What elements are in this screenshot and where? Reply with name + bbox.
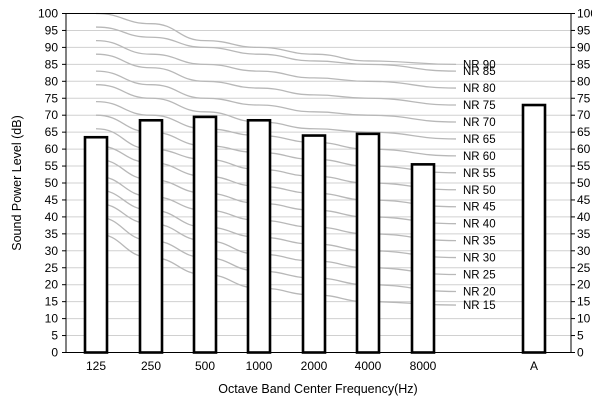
nr-curve-label: NR 75 [463, 100, 496, 112]
x-tick-label: 250 [141, 359, 161, 373]
x-tick-label: 4000 [355, 359, 382, 373]
x-tick-label: 2000 [301, 359, 328, 373]
y-tick-label-left: 20 [45, 278, 59, 292]
nr-curve-label: NR 25 [463, 270, 496, 282]
nr-curve-label: NR 80 [463, 83, 496, 95]
y-tick-label-left: 70 [45, 108, 59, 122]
nr-curve-label: NR 20 [463, 286, 496, 298]
y-tick-label-right: 30 [577, 244, 591, 258]
y-tick-label-right: 25 [577, 261, 591, 275]
y-tick-label-left: 5 [51, 329, 58, 343]
bar-8000 [410, 163, 436, 354]
nr-curve-label: NR 15 [463, 300, 496, 312]
bar-2000 [301, 134, 327, 354]
y-tick-label-right: 65 [577, 125, 591, 139]
y-tick-label-left: 95 [45, 23, 59, 37]
bar-4000 [355, 132, 381, 354]
y-tick-label-right: 50 [577, 176, 591, 190]
nr-curve [95, 70, 457, 123]
nr-curve-label: NR 35 [463, 236, 496, 248]
x-tick-label: 125 [86, 359, 106, 373]
y-tick-label-left: 90 [45, 40, 59, 54]
y-tick-label-left: 15 [45, 295, 59, 309]
y-tick-label-right: 100 [577, 7, 592, 21]
y-tick-label-left: 40 [45, 210, 59, 224]
y-tick-label-left: 100 [38, 7, 58, 21]
x-tick-label: 500 [195, 359, 215, 373]
nr-curve-label: NR 45 [463, 202, 496, 214]
y-tick-label-right: 55 [577, 159, 591, 173]
y-tick-label-right: 95 [577, 23, 591, 37]
y-tick-label-right: 40 [577, 210, 591, 224]
y-tick-label-right: 5 [577, 329, 584, 343]
y-tick-label-left: 25 [45, 261, 59, 275]
y-tick-label-right: 75 [577, 91, 591, 105]
y-tick-label-left: 55 [45, 159, 59, 173]
nr-curve-label: NR 30 [463, 253, 496, 265]
x-axis-title: Octave Band Center Frequency(Hz) [218, 382, 417, 396]
y-tick-label-right: 80 [577, 74, 591, 88]
y-tick-label-right: 90 [577, 40, 591, 54]
y-tick-label-right: 45 [577, 193, 591, 207]
y-tick-label-right: 0 [577, 346, 584, 360]
nr-curve [95, 12, 457, 65]
y-tick-label-left: 45 [45, 193, 59, 207]
y-tick-label-left: 35 [45, 227, 59, 241]
y-tick-label-left: 30 [45, 244, 59, 258]
y-tick-label-left: 80 [45, 74, 59, 88]
y-tick-label-right: 60 [577, 142, 591, 156]
bar-500 [192, 115, 218, 354]
nr-curve-label: NR 55 [463, 168, 496, 180]
nr-labels: NR 15 NR 20 NR 25 NR 30 NR 35 NR 40 NR 45 NR 50… [463, 59, 496, 312]
bar-250 [138, 118, 164, 354]
nr-curve-label: NR 40 [463, 219, 496, 231]
bar-A [521, 103, 547, 354]
y-tick-label-left: 75 [45, 91, 59, 105]
y-tick-label-right: 15 [577, 295, 591, 309]
nr-curve-label: NR 50 [463, 185, 496, 197]
nr-curve-label: NR 70 [463, 117, 496, 129]
y-tick-label-right: 20 [577, 278, 591, 292]
x-tick-label: 1000 [246, 359, 273, 373]
y-tick-label-left: 50 [45, 176, 59, 190]
y-tick-label-right: 70 [577, 108, 591, 122]
y-tick-label-right: 85 [577, 57, 591, 71]
y-tick-label-right: 10 [577, 312, 591, 326]
x-tick-label: A [530, 359, 538, 373]
nr-curve-label: NR 60 [463, 151, 496, 163]
y-tick-label-right: 35 [577, 227, 591, 241]
bar-1000 [246, 118, 272, 354]
y-tick-label-left: 60 [45, 142, 59, 156]
y-tick-label-left: 10 [45, 312, 59, 326]
y-axis-title: Sound Power Level (dB) [10, 115, 24, 251]
nr-curve-label: NR 65 [463, 134, 496, 146]
nr-curve [95, 39, 457, 89]
nr-curve-label: NR 90 [463, 59, 496, 71]
y-tick-label-left: 65 [45, 125, 59, 139]
nr-curve [95, 53, 457, 106]
nr-curve [95, 26, 457, 72]
nr-curve-label: NR 85 [463, 66, 496, 78]
x-tick-label: 8000 [410, 359, 437, 373]
y-tick-label-left: 85 [45, 57, 59, 71]
bar-125 [83, 135, 109, 354]
y-tick-label-left: 0 [51, 346, 58, 360]
